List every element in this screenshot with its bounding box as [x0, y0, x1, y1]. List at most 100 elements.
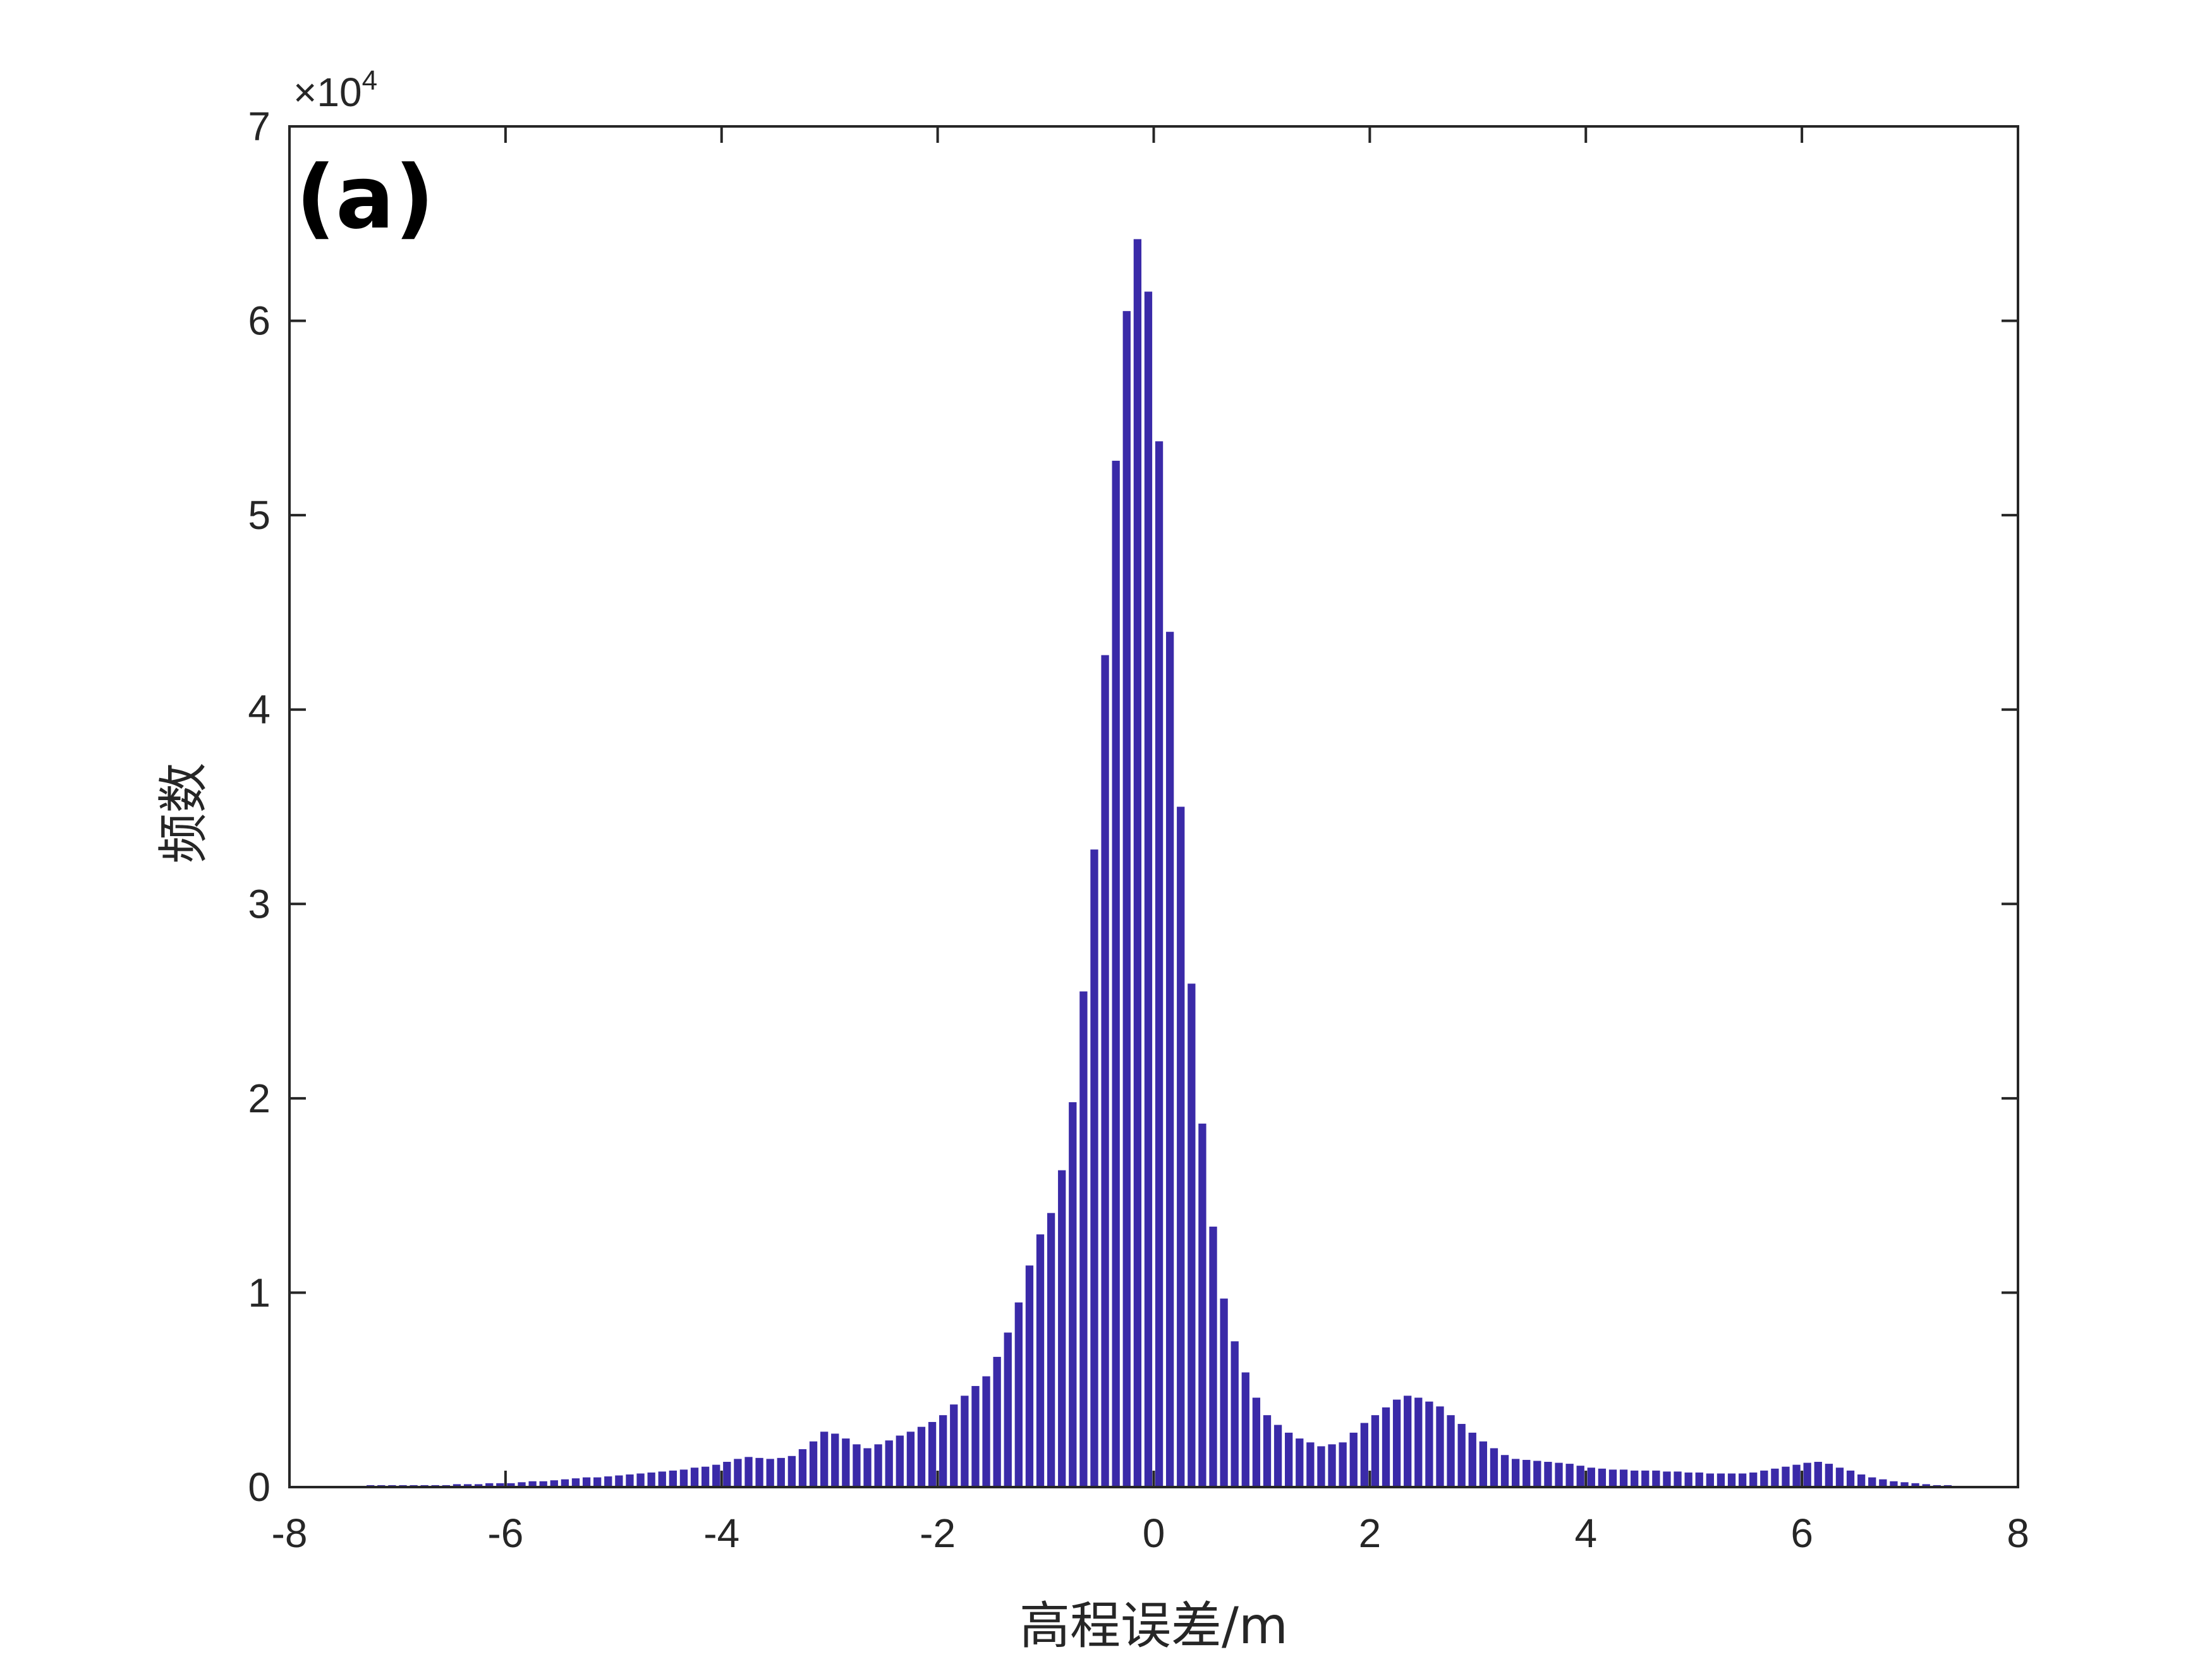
histogram-bar [1165, 631, 1174, 1488]
histogram-bar [1220, 1298, 1228, 1487]
histogram-bar [755, 1457, 763, 1487]
histogram-bar [712, 1464, 720, 1487]
x-tick-label: -6 [487, 1510, 523, 1556]
histogram-bar [950, 1404, 958, 1487]
histogram-bar [507, 1483, 515, 1487]
histogram-bar [690, 1468, 699, 1487]
histogram-bar [1565, 1464, 1574, 1487]
histogram-bar [1177, 806, 1185, 1487]
histogram-bar [1835, 1468, 1844, 1487]
y-tick-label: 2 [248, 1076, 270, 1121]
histogram-bar [1868, 1477, 1876, 1487]
y-tick-label: 7 [248, 104, 270, 149]
histogram-bar [1004, 1332, 1012, 1487]
histogram-bar [1619, 1469, 1628, 1487]
histogram-bar [615, 1475, 623, 1487]
histogram-bar [1317, 1446, 1325, 1487]
histogram-bar [853, 1444, 861, 1487]
histogram-bar [1209, 1226, 1217, 1487]
histogram-bar [485, 1483, 494, 1487]
histogram-bar [906, 1431, 915, 1487]
histogram-bar [1360, 1423, 1368, 1487]
histogram-bar [1188, 983, 1196, 1487]
histogram-bar [1263, 1415, 1272, 1487]
histogram-bar [1879, 1479, 1887, 1487]
histogram-bar [1544, 1462, 1552, 1487]
histogram-bar [1425, 1401, 1433, 1487]
histogram-bar [1533, 1461, 1541, 1487]
histogram-bar [1328, 1444, 1336, 1487]
histogram-bar [971, 1386, 980, 1487]
histogram-bar [1447, 1415, 1455, 1487]
histogram-bar [1079, 991, 1088, 1487]
histogram-bar [571, 1478, 580, 1487]
histogram-bar [463, 1484, 472, 1487]
y-tick-label: 1 [248, 1270, 270, 1315]
histogram-bar [1296, 1438, 1304, 1487]
histogram-bar [1782, 1466, 1790, 1487]
histogram-bar [1036, 1234, 1045, 1487]
y-scale-exponent: 4 [362, 65, 377, 96]
histogram-bar [1857, 1474, 1866, 1487]
x-tick-label: 2 [1359, 1510, 1382, 1556]
plot-area-frame [288, 125, 2019, 1488]
histogram-bar [982, 1376, 990, 1487]
histogram-bar [1922, 1484, 1930, 1487]
histogram-bar [1457, 1424, 1466, 1487]
histogram-bar [1500, 1455, 1509, 1487]
histogram-bar [734, 1459, 742, 1487]
histogram-bar [1598, 1468, 1607, 1487]
histogram-bar [1339, 1442, 1347, 1487]
y-tick-label: 6 [248, 298, 270, 344]
histogram-bar [1112, 461, 1120, 1487]
histogram-bar [1555, 1462, 1563, 1487]
histogram-bar [798, 1449, 807, 1487]
histogram-bar [1911, 1483, 1919, 1487]
x-tick-label: -8 [272, 1510, 308, 1556]
histogram-bar [787, 1455, 796, 1487]
histogram-bar [679, 1469, 688, 1487]
histogram-bar [528, 1481, 537, 1487]
histogram-bar [636, 1473, 645, 1487]
histogram-bar [1273, 1425, 1282, 1487]
histogram-bar [496, 1483, 504, 1487]
histogram-bar [1522, 1459, 1531, 1487]
y-scale-base: ×10 [293, 70, 362, 115]
histogram-bar [863, 1448, 872, 1487]
histogram-bar [1479, 1441, 1488, 1487]
histogram-bar [1511, 1459, 1520, 1487]
histogram-bar [1846, 1470, 1855, 1487]
histogram-bar [1490, 1448, 1498, 1487]
histogram-bar [1392, 1399, 1401, 1487]
histogram-bar [539, 1481, 547, 1487]
histogram-bar [593, 1477, 602, 1487]
histogram-bar [961, 1395, 969, 1487]
histogram-bar [1122, 311, 1131, 1488]
histogram-bar [647, 1472, 655, 1487]
histogram-bar [1900, 1482, 1909, 1487]
histogram-bar [1674, 1471, 1682, 1487]
histogram-bar [1738, 1473, 1747, 1487]
panel-label: (a) [296, 147, 434, 248]
histogram-bar [1198, 1123, 1206, 1487]
y-tick-label: 3 [248, 881, 270, 927]
axis-ticks: -8 -6 -4 -2 0 2 4 6 8 0 1 2 3 4 5 6 7 [248, 104, 2029, 1556]
histogram-bar [831, 1433, 839, 1487]
histogram-bar [1792, 1464, 1801, 1487]
histogram-bar [1047, 1213, 1055, 1487]
histogram-bar [1803, 1462, 1811, 1487]
histogram-bar [820, 1431, 829, 1487]
histogram-bar [1090, 849, 1098, 1487]
y-axis-title: 频数 [154, 763, 213, 864]
histogram-bar [1706, 1473, 1714, 1487]
x-tick-label: -4 [703, 1510, 739, 1556]
histogram-bar [561, 1479, 569, 1487]
histogram-bar [474, 1484, 483, 1487]
histogram-bar [701, 1466, 710, 1487]
y-tick-label: 5 [248, 492, 270, 538]
histogram-bar [1436, 1406, 1444, 1487]
histogram-bar [1760, 1470, 1768, 1487]
bars-group [367, 239, 1952, 1488]
histogram-bar [518, 1482, 526, 1487]
